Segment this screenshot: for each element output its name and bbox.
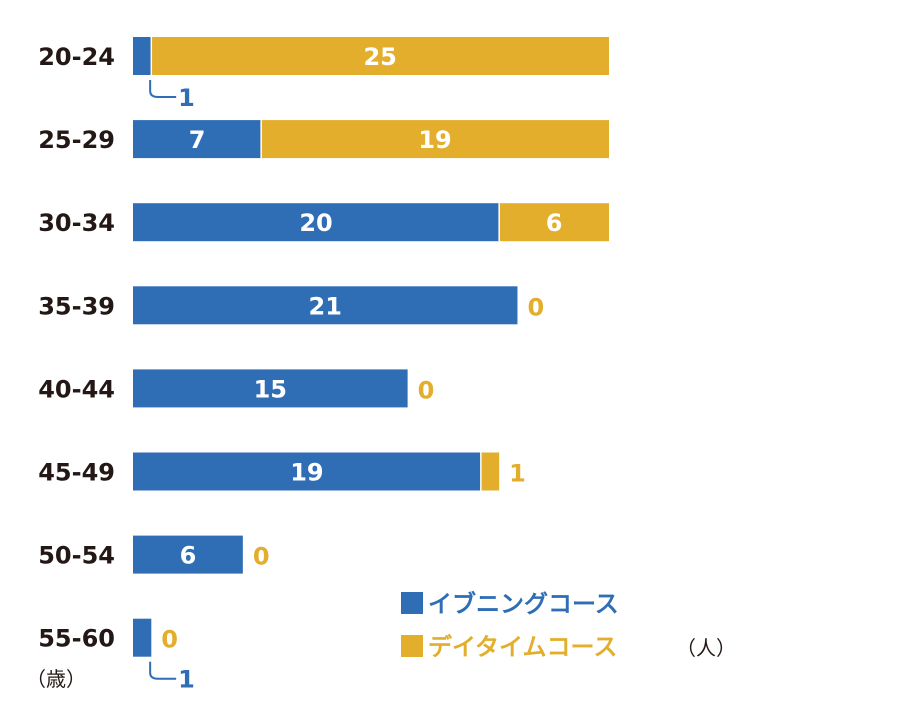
value-label-daytime: 19	[418, 126, 451, 154]
bar-evening	[133, 37, 152, 75]
value-label-daytime: 25	[363, 43, 396, 71]
category-label: 30-34	[38, 209, 115, 237]
category-label: 20-24	[38, 43, 115, 71]
value-label-evening: 1	[178, 84, 195, 112]
category-label: 35-39	[38, 292, 115, 320]
value-label-evening: 20	[299, 209, 332, 237]
value-label-daytime: 6	[546, 209, 563, 237]
category-label: 45-49	[38, 459, 115, 487]
value-label-daytime: 1	[509, 460, 526, 488]
value-label-daytime: 0	[253, 543, 270, 571]
legend-label-evening: イブニングコース	[428, 590, 619, 618]
value-label-evening: 1	[178, 666, 195, 694]
bar-evening	[133, 203, 500, 242]
legend-swatch-evening	[401, 592, 423, 614]
bar-evening	[133, 618, 152, 657]
legend-swatch-daytime	[401, 635, 423, 657]
value-label-daytime: 0	[527, 293, 544, 321]
bar-daytime	[261, 120, 609, 159]
value-label-daytime: 0	[418, 376, 435, 404]
leader-line	[149, 661, 177, 680]
bar-evening	[133, 369, 408, 408]
bar-daytime	[480, 452, 500, 491]
category-label: 50-54	[38, 542, 115, 570]
leader-line	[149, 80, 177, 98]
bar-daytime	[151, 37, 610, 75]
category-label: 40-44	[38, 375, 115, 403]
bar-evening	[133, 452, 481, 491]
value-label-evening: 15	[254, 375, 287, 403]
category-label: 25-29	[38, 126, 115, 154]
category-label: 55-60	[38, 625, 115, 653]
value-label-evening: 19	[290, 459, 323, 487]
legend: イブニングコース デイタイムコース （人）	[401, 590, 736, 661]
value-label-evening: 7	[189, 126, 206, 154]
value-label-evening: 6	[180, 542, 197, 570]
value-label-evening: 21	[309, 292, 342, 320]
age-unit-label: （歳）	[26, 667, 86, 691]
legend-label-daytime: デイタイムコース	[428, 633, 617, 661]
bar-evening	[133, 286, 518, 325]
bars-layer	[133, 37, 610, 657]
people-unit-label: （人）	[676, 636, 736, 660]
bar-evening	[133, 535, 243, 574]
bar-daytime	[499, 203, 609, 242]
bar-evening	[133, 120, 262, 159]
value-label-daytime: 0	[161, 626, 178, 654]
